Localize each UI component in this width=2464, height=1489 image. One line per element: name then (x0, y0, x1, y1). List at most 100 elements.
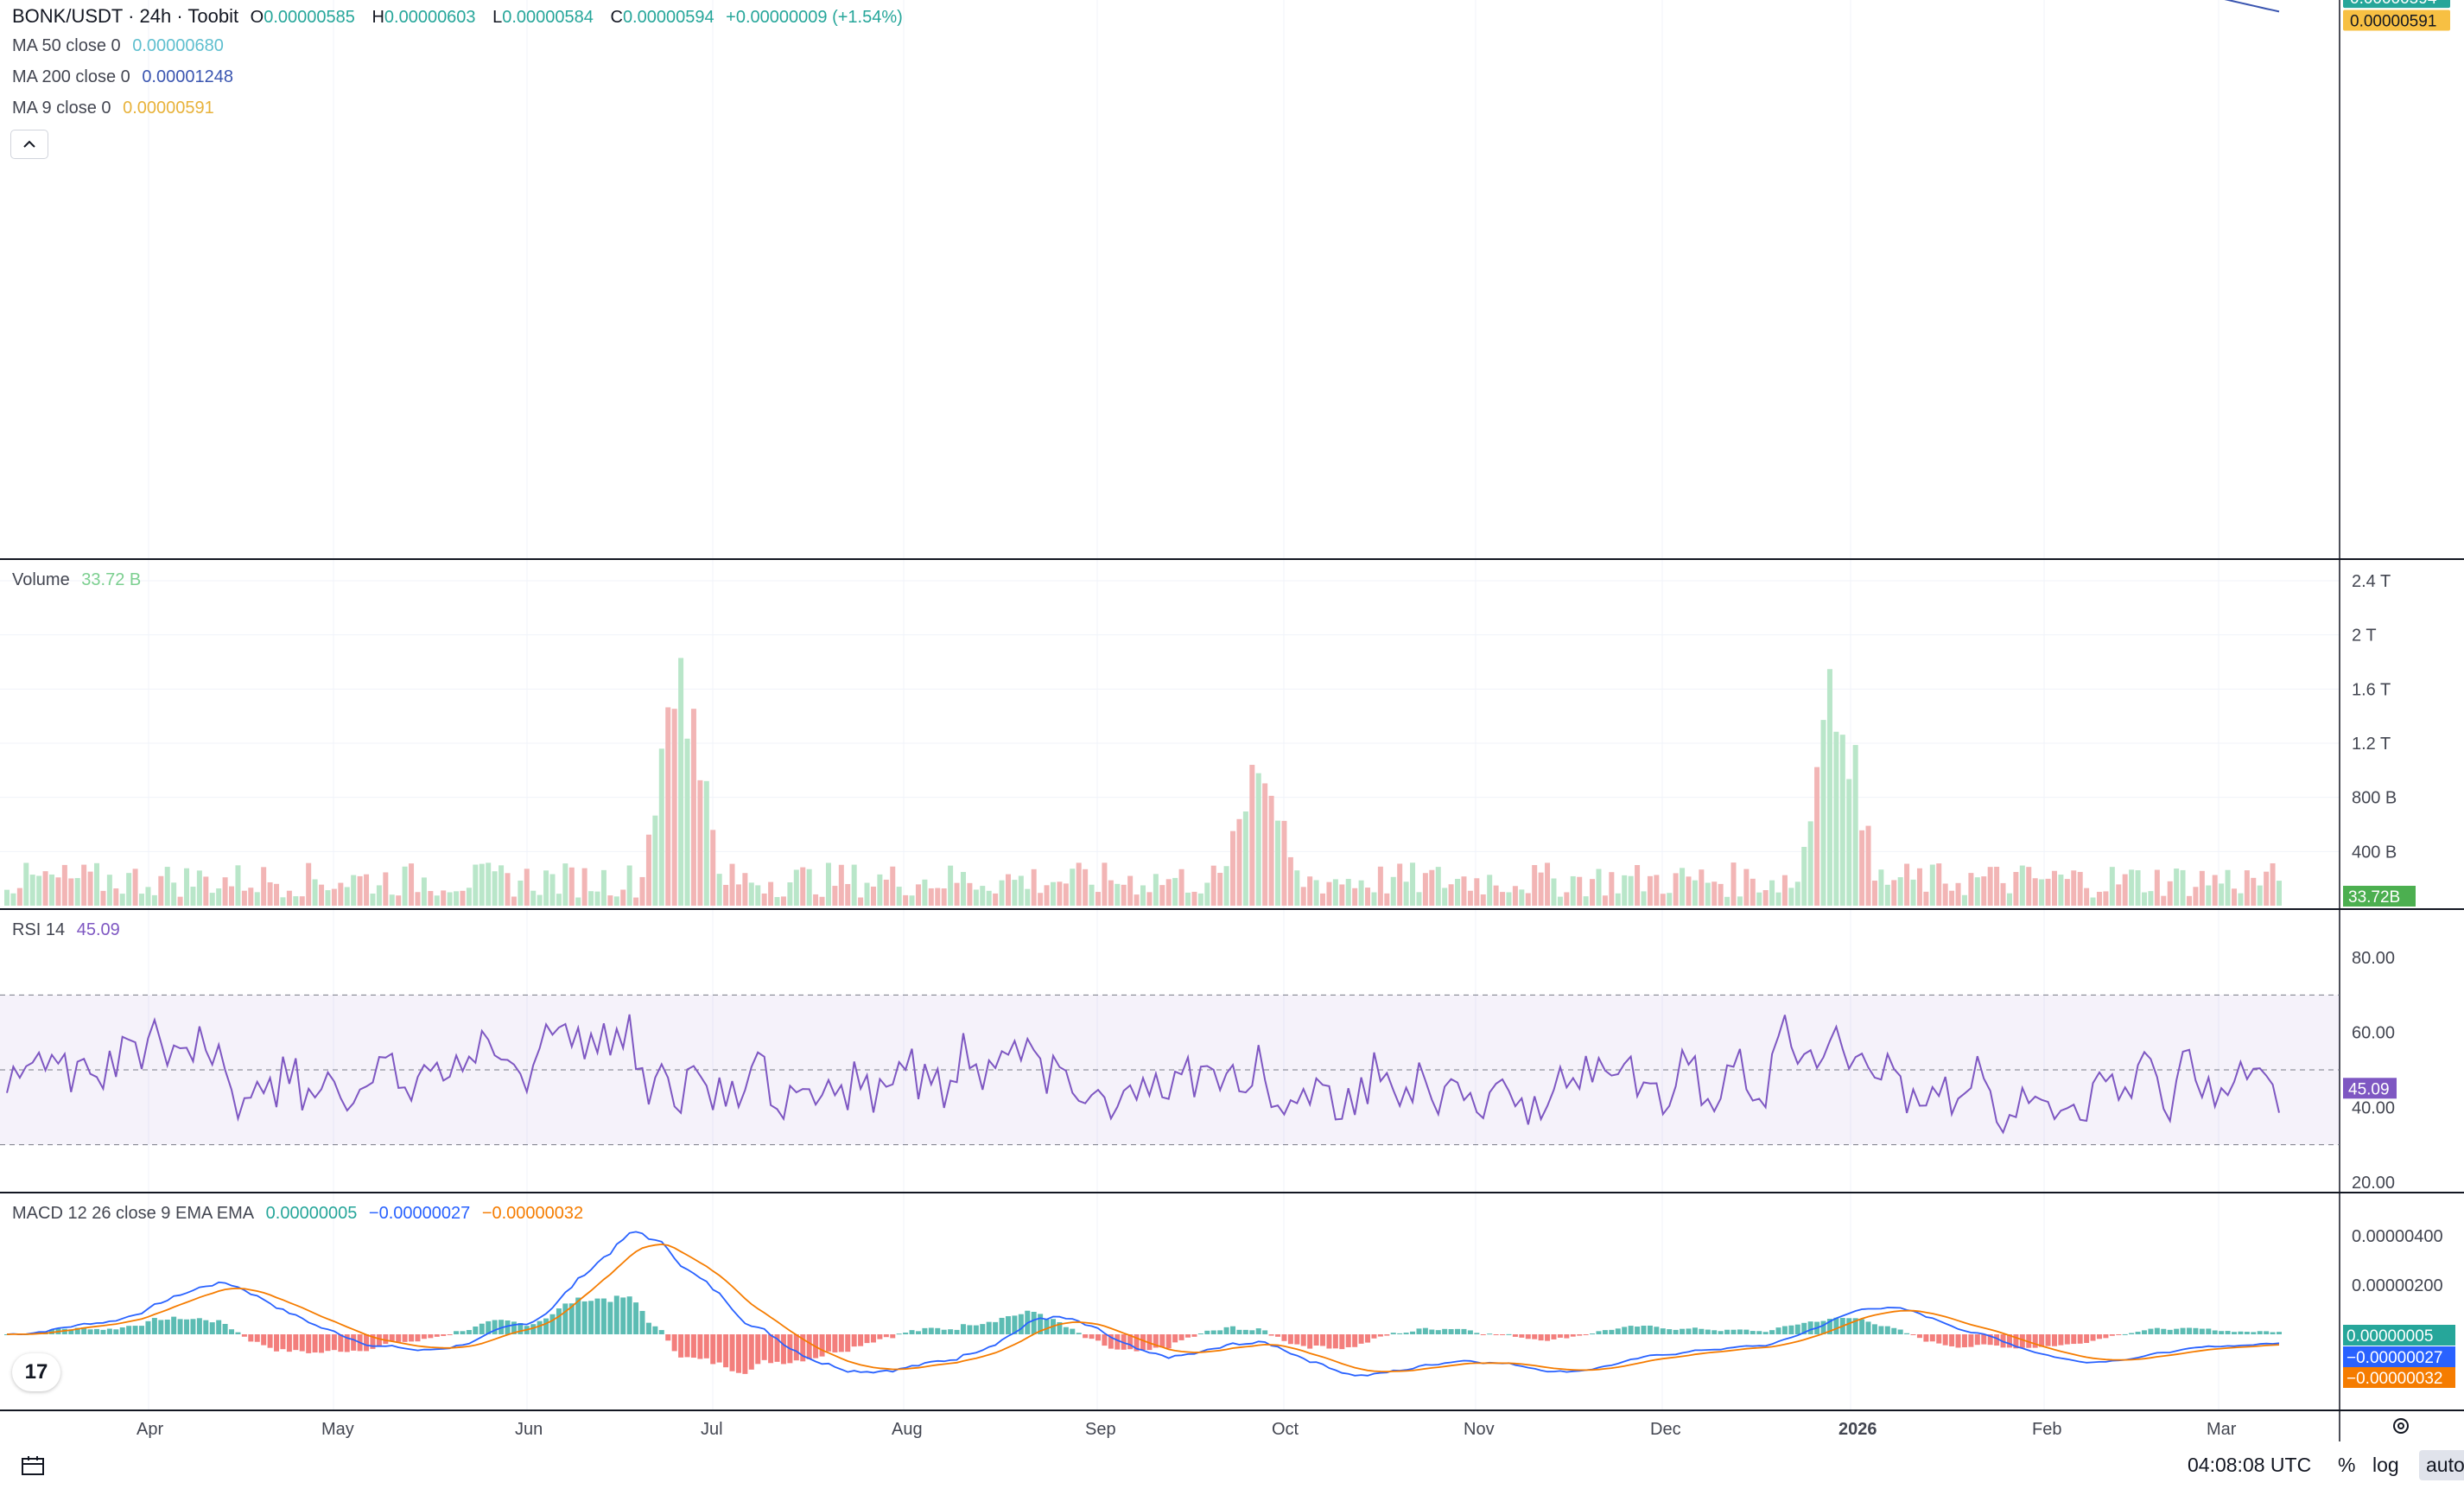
volume-bar-134 (864, 882, 870, 906)
macd-hist-bar-32 (209, 1322, 215, 1334)
volume-bar-343 (2206, 885, 2212, 906)
macd-hist-bar-137 (883, 1334, 889, 1338)
volume-bar-64 (415, 892, 421, 906)
settings-icon[interactable] (2391, 1416, 2410, 1435)
ma9-legend[interactable]: MA 9 close 0 0.00000591 (12, 99, 221, 118)
volume-tick-4: 2 T (2352, 627, 2377, 646)
collapse-legend-button[interactable] (10, 130, 48, 159)
log-toggle[interactable]: log (2372, 1454, 2399, 1476)
macd-hist-bar-233 (1500, 1334, 1506, 1335)
macd-hist-bar-27 (177, 1319, 183, 1334)
ma200-legend[interactable]: MA 200 close 0 0.00001248 (12, 67, 240, 87)
badge-macd-2: −0.00000032 (2347, 1370, 2442, 1388)
volume-bar-283 (1820, 720, 1826, 906)
volume-bar-324 (2084, 888, 2090, 906)
macd-hist-bar-9 (61, 1328, 67, 1334)
macd-hist-bar-201 (1294, 1334, 1300, 1345)
macd-hist-bar-117 (755, 1334, 761, 1365)
macd-hist-bar-147 (948, 1329, 954, 1334)
ma9-value: 0.00000591 (123, 99, 214, 118)
macd-hist-bar-305 (1961, 1334, 1967, 1348)
volume-bar-320 (2058, 875, 2064, 906)
rsi-legend[interactable]: RSI 14 45.09 (12, 920, 127, 940)
volume-bar-19 (126, 873, 132, 906)
macd-hist-bar-141 (909, 1330, 915, 1334)
volume-bar-254 (1635, 865, 1641, 906)
macd-hist-bar-268 (1724, 1329, 1731, 1334)
volume-bar-257 (1654, 875, 1660, 906)
volume-bar-125 (806, 869, 812, 906)
percent-toggle[interactable]: % (2338, 1454, 2356, 1476)
calendar-icon[interactable] (21, 1455, 45, 1476)
auto-toggle[interactable]: auto (2419, 1450, 2464, 1480)
volume-bar-319 (2051, 870, 2057, 906)
macd-hist-bar-330 (2122, 1333, 2128, 1335)
macd-legend[interactable]: MACD 12 26 close 9 EMA EMA 0.00000005 −0… (12, 1204, 590, 1224)
macd-hist-bar-307 (1974, 1334, 1980, 1346)
volume-bar-227 (1461, 876, 1467, 906)
macd-hist-bar-139 (896, 1333, 902, 1335)
volume-bar-215 (1384, 893, 1390, 906)
macd-hist-bar-224 (1442, 1328, 1448, 1334)
macd-hist-bar-252 (1622, 1327, 1628, 1334)
volume-bar-204 (1313, 880, 1319, 906)
volume-bar-213 (1371, 892, 1377, 906)
macd-hist-bar-293 (1884, 1326, 1890, 1334)
macd-hist-bar-76 (492, 1320, 498, 1334)
ma50-legend[interactable]: MA 50 close 0 0.00000680 (12, 36, 231, 56)
volume-bar-337 (2167, 881, 2173, 906)
macd-hist-bar-101 (652, 1326, 658, 1334)
volume-bar-109 (703, 780, 709, 906)
volume-bar-69 (447, 892, 453, 906)
volume-bar-302 (1942, 883, 1948, 906)
volume-bar-150 (967, 882, 973, 906)
volume-bar-78 (505, 873, 511, 906)
macd-hist-bar-113 (729, 1334, 735, 1371)
volume-bar-279 (1794, 881, 1800, 906)
macd-hist-bar-112 (723, 1334, 729, 1368)
macd-hist-bar-208 (1339, 1334, 1345, 1350)
volume-bar-192 (1236, 818, 1242, 906)
volume-bar-137 (883, 879, 889, 906)
macd-hist-bar-340 (2186, 1327, 2192, 1334)
macd-hist-bar-59 (383, 1334, 389, 1345)
volume-bar-173 (1115, 883, 1121, 906)
volume-bar-83 (537, 894, 543, 906)
macd-hist-bar-200 (1287, 1334, 1293, 1345)
macd-hist-bar-138 (890, 1334, 896, 1339)
macd-hist-bar-345 (2219, 1331, 2225, 1334)
macd-hist-bar-232 (1493, 1334, 1499, 1335)
volume-value: 33.72 B (81, 570, 142, 589)
macd-hist-bar-87 (562, 1303, 568, 1334)
volume-bar-293 (1884, 884, 1890, 906)
volume-bar-136 (877, 874, 883, 906)
macd-hist-bar-45 (293, 1334, 299, 1351)
macd-hist-bar-85 (549, 1314, 556, 1334)
macd-hist-bar-177 (1140, 1334, 1146, 1351)
macd-hist-bar-57 (370, 1334, 376, 1349)
tradingview-logo[interactable]: 17 (12, 1353, 60, 1391)
volume-bar-160 (1031, 869, 1037, 906)
macd-hist-bar-150 (967, 1325, 973, 1334)
macd-hist-bar-258 (1660, 1328, 1666, 1334)
macd-hist-bar-270 (1737, 1329, 1743, 1334)
volume-legend[interactable]: Volume 33.72 B (12, 570, 148, 590)
volume-bar-183 (1178, 869, 1184, 906)
volume-bar-197 (1268, 795, 1274, 906)
volume-bar-100 (645, 834, 651, 906)
volume-bar-270 (1737, 896, 1743, 906)
volume-bar-344 (2212, 875, 2218, 906)
clock-time[interactable]: 04:08:08 UTC (2188, 1454, 2312, 1476)
volume-bar-102 (658, 748, 664, 906)
volume-bar-226 (1455, 879, 1461, 906)
ma200-label: MA 200 close 0 (12, 67, 130, 86)
volume-bar-185 (1191, 891, 1197, 906)
low-label: L (492, 8, 503, 27)
volume-bar-298 (1916, 868, 1922, 906)
volume-bar-180 (1159, 885, 1165, 906)
macd-hist-bar-281 (1807, 1321, 1813, 1334)
macd-hist-bar-66 (428, 1334, 434, 1339)
macd-hist-bar-188 (1210, 1330, 1216, 1334)
